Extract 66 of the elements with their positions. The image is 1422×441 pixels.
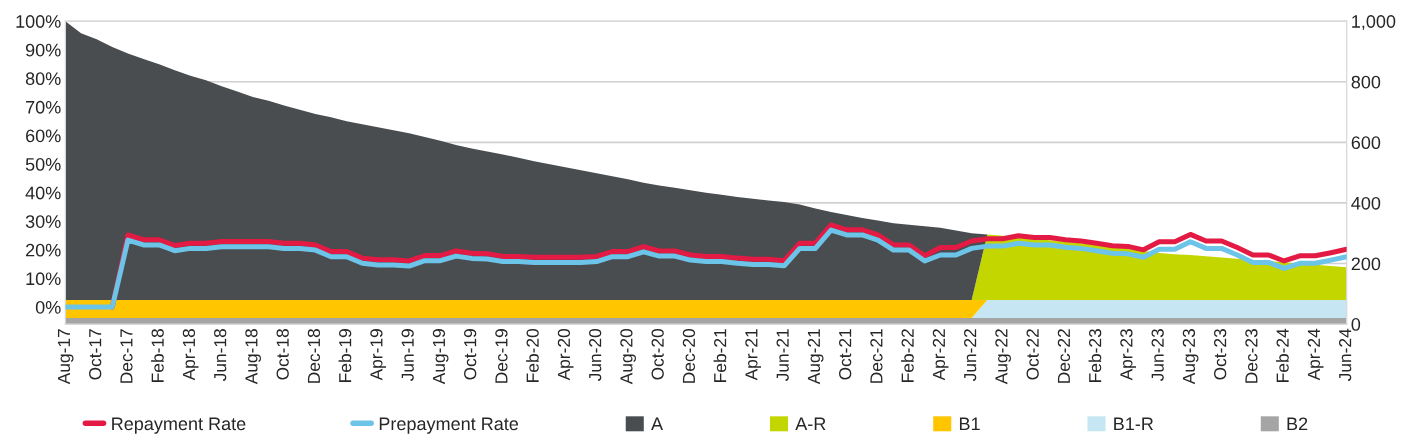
x-tick-label: Feb-18: [151, 329, 164, 382]
x-tick-label: Feb-21: [713, 329, 727, 382]
y-tick-label: 20%: [26, 243, 61, 257]
x-tick-label: Apr-19: [370, 329, 386, 381]
x-tick-label: Aug-21: [807, 329, 824, 385]
x-tick-label: Oct-20: [651, 328, 664, 380]
legend-label: A-R: [795, 417, 826, 431]
x-tick-label: Aug-22: [995, 329, 1011, 385]
x-tick-label: Jun-24: [1339, 328, 1352, 382]
x-tick-label: Feb-23: [1088, 329, 1102, 382]
x-tick-label: Apr-23: [1120, 329, 1136, 381]
x-tick-label: Dec-18: [307, 329, 321, 383]
y-tick-label: 0%: [35, 300, 61, 314]
x-tick-label: Dec-21: [870, 329, 883, 383]
x-tick-label: Dec-19: [495, 329, 508, 383]
x-tick-label: Dec-22: [1057, 329, 1071, 383]
y-tick-label: 80%: [25, 72, 61, 86]
x-tick-label: Feb-24: [1276, 328, 1289, 382]
legend-label: B1-R: [1114, 417, 1154, 431]
x-tick-label: Feb-22: [901, 329, 914, 382]
x-tick-label: Aug-20: [620, 328, 636, 385]
x-tick-label: Aug-23: [1182, 329, 1199, 385]
x-tick-label: Jun-20: [589, 328, 602, 382]
x-tick-label: Jun-22: [964, 329, 977, 382]
x-tick-label: Dec-20: [682, 328, 696, 383]
y-tick-label: 90%: [25, 43, 61, 57]
x-tick-label: Apr-20: [557, 328, 574, 381]
y2-tick-label: 400: [1351, 196, 1381, 210]
x-tick-label: Jun-21: [776, 329, 789, 382]
x-tick-label: Oct-21: [839, 329, 852, 380]
y-tick-label: 30%: [25, 215, 61, 228]
y-tick-label: 70%: [26, 100, 61, 114]
legend-label: B1: [959, 417, 980, 431]
y-tick-label: 60%: [26, 129, 61, 143]
x-tick-label: Apr-24: [1307, 328, 1324, 381]
x-tick-label: Aug-18: [245, 329, 261, 385]
x-tick-label: Aug-17: [57, 329, 74, 385]
y2-tick-label: 200: [1351, 257, 1381, 271]
x-tick-label: Aug-19: [432, 329, 449, 385]
y2-tick-label: 600: [1351, 136, 1381, 150]
x-tick-label: Jun-18: [214, 329, 227, 382]
x-tick-label: Oct-19: [464, 329, 477, 380]
legend-label: A: [651, 417, 664, 431]
y2-tick-label: 800: [1351, 75, 1381, 89]
x-tick-label: Apr-21: [745, 329, 761, 381]
x-tick-label: Oct-18: [276, 329, 289, 380]
x-tick-label: Dec-17: [120, 329, 133, 383]
y2-tick-label: 1,000: [1352, 15, 1396, 31]
x-tick-label: Apr-18: [182, 329, 199, 381]
x-tick-label: Oct-23: [1214, 329, 1227, 380]
x-tick-label: Oct-17: [89, 329, 102, 380]
x-tick-label: Jun-23: [1151, 329, 1164, 382]
y-tick-label: 50%: [25, 158, 61, 171]
x-tick-label: Oct-22: [1026, 329, 1039, 380]
x-tick-label: Feb-20: [526, 328, 539, 382]
x-tick-label: Apr-22: [932, 329, 949, 381]
legend-label: Prepayment Rate: [379, 417, 519, 434]
x-tick-label: Feb-19: [338, 329, 352, 382]
x-tick-label: Jun-19: [401, 329, 414, 382]
legend-label: B2: [1287, 417, 1308, 431]
y-tick-label: 40%: [25, 186, 61, 200]
x-tick-label: Dec-23: [1245, 329, 1258, 383]
y2-tick-label: 0: [1351, 318, 1361, 331]
y-tick-label: 100%: [16, 15, 61, 28]
y-tick-label: 10%: [26, 272, 61, 286]
legend-label: Repayment Rate: [112, 417, 246, 434]
